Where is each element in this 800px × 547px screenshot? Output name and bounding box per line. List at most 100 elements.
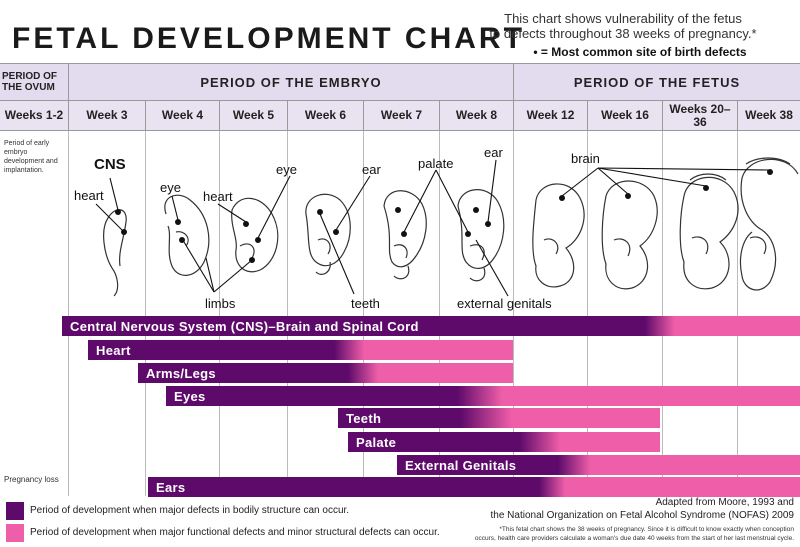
week-header: Weeks 20–36 xyxy=(662,101,737,131)
defect-site-dot xyxy=(255,237,261,243)
bar-external-genitals: External Genitals xyxy=(397,455,800,475)
column-divider xyxy=(662,131,663,496)
embryo-week5-drawing xyxy=(231,197,279,273)
defect-site-dot xyxy=(333,229,339,235)
defect-site-dot xyxy=(473,207,479,213)
period-ovum-header: PERIOD OF THE OVUM xyxy=(0,63,68,101)
chart-note-line2: to defects throughout 38 weeks of pregna… xyxy=(489,26,757,41)
defect-site-dot xyxy=(625,193,631,199)
label-limbs: limbs xyxy=(205,296,236,311)
credit-line1: Adapted from Moore, 1993 and xyxy=(655,497,794,508)
pointer-line xyxy=(217,203,247,223)
pointer-line xyxy=(403,169,437,233)
ovum-period-note: Period of early embryo development and i… xyxy=(4,140,58,174)
defect-site-dot xyxy=(115,209,121,215)
bar-cns: Central Nervous System (CNS)–Brain and S… xyxy=(62,316,800,336)
column-divider xyxy=(219,131,220,496)
legend-minor-text: Period of development when major functio… xyxy=(30,527,440,538)
embryo-week4-drawing xyxy=(164,194,210,276)
birth-defect-key: • = Most common site of birth defects xyxy=(533,45,747,59)
pointer-line xyxy=(95,203,123,231)
column-divider xyxy=(513,131,514,496)
label-heart-week3: heart xyxy=(74,188,104,203)
pointer-line xyxy=(597,167,629,195)
bar-ears: Ears xyxy=(148,477,800,497)
column-divider xyxy=(287,131,288,496)
fetus-week20-36-drawing xyxy=(679,176,739,290)
label-external-genitals: external genitals xyxy=(457,296,552,311)
pointer-line xyxy=(171,195,179,221)
legend-major-swatch xyxy=(6,502,24,520)
defect-site-dot xyxy=(179,237,185,243)
fetus-week16-drawing xyxy=(601,180,658,290)
label-cns: CNS xyxy=(94,156,126,173)
week-header: Week 38 xyxy=(737,101,800,131)
week-header: Week 12 xyxy=(513,101,587,131)
column-divider xyxy=(363,131,364,496)
column-divider xyxy=(68,131,69,496)
week-header: Week 6 xyxy=(287,101,363,131)
week-header: Week 3 xyxy=(68,101,145,131)
defect-site-dot xyxy=(121,229,127,235)
pointer-line xyxy=(561,167,599,197)
pointer-line xyxy=(213,259,253,293)
pointer-line xyxy=(597,167,771,171)
legend-major-text: Period of development when major defects… xyxy=(30,505,350,516)
column-divider xyxy=(439,131,440,496)
week-header: Week 5 xyxy=(219,101,287,131)
chart-note-line1: This chart shows vulnerability of the fe… xyxy=(504,11,742,26)
embryo-illustrations xyxy=(95,157,799,297)
bar-eyes: Eyes xyxy=(166,386,800,406)
pointer-line xyxy=(597,167,707,187)
bar-teeth: Teeth xyxy=(338,408,660,428)
bar-label: External Genitals xyxy=(405,457,517,473)
week-header: Weeks 1-2 xyxy=(0,101,68,131)
week-header: Week 8 xyxy=(439,101,513,131)
pointer-line xyxy=(335,175,371,231)
column-divider xyxy=(587,131,588,496)
label-heart-week4: heart xyxy=(203,189,233,204)
label-eye-week4: eye xyxy=(160,180,181,195)
embryo-week7-drawing xyxy=(383,190,427,268)
footnote-line2: occurs, health care providers calculate … xyxy=(474,535,794,542)
embryo-week6-drawing xyxy=(305,193,351,267)
defect-site-dot xyxy=(465,231,471,237)
bar-label: Palate xyxy=(356,434,397,450)
defect-site-dot xyxy=(243,221,249,227)
pointer-line xyxy=(319,213,355,295)
pointer-line xyxy=(487,159,497,223)
defect-site-dot xyxy=(485,221,491,227)
column-divider xyxy=(145,131,146,496)
bar-arms-legs: Arms/Legs xyxy=(138,363,513,383)
pregnancy-loss-label: Pregnancy loss xyxy=(4,475,59,484)
fetus-week12-drawing xyxy=(532,183,585,288)
defect-site-dot xyxy=(559,195,565,201)
defect-site-dot xyxy=(703,185,709,191)
week-header: Week 7 xyxy=(363,101,439,131)
bar-label: Teeth xyxy=(346,410,382,426)
column-divider xyxy=(737,131,738,496)
label-ear-week6: ear xyxy=(362,162,381,177)
period-embryo-header: PERIOD OF THE EMBRYO xyxy=(68,63,513,101)
label-palate: palate xyxy=(418,156,454,171)
pointer-line xyxy=(109,177,119,211)
period-fetus-header: PERIOD OF THE FETUS xyxy=(513,63,800,101)
footnote-line1: *This fetal chart shows the 38 weeks of … xyxy=(499,526,794,533)
bar-label: Ears xyxy=(156,479,186,495)
bar-palate: Palate xyxy=(348,432,660,452)
chart-title: FETAL DEVELOPMENT CHART xyxy=(12,22,525,55)
bar-heart: Heart xyxy=(88,340,513,360)
bar-label: Heart xyxy=(96,342,131,358)
pointer-line xyxy=(435,169,469,233)
bar-label: Central Nervous System (CNS)–Brain and S… xyxy=(70,318,419,334)
credit-line2: the National Organization on Fetal Alcoh… xyxy=(490,510,795,521)
pointer-line xyxy=(257,175,291,239)
defect-site-dot xyxy=(395,207,401,213)
defect-site-dot xyxy=(317,209,323,215)
week-header: Week 4 xyxy=(145,101,219,131)
pointer-line xyxy=(475,239,509,297)
label-brain: brain xyxy=(571,151,600,166)
fetus-week38-drawing xyxy=(739,158,799,291)
week-header: Week 16 xyxy=(587,101,662,131)
legend-minor-swatch xyxy=(6,524,24,542)
